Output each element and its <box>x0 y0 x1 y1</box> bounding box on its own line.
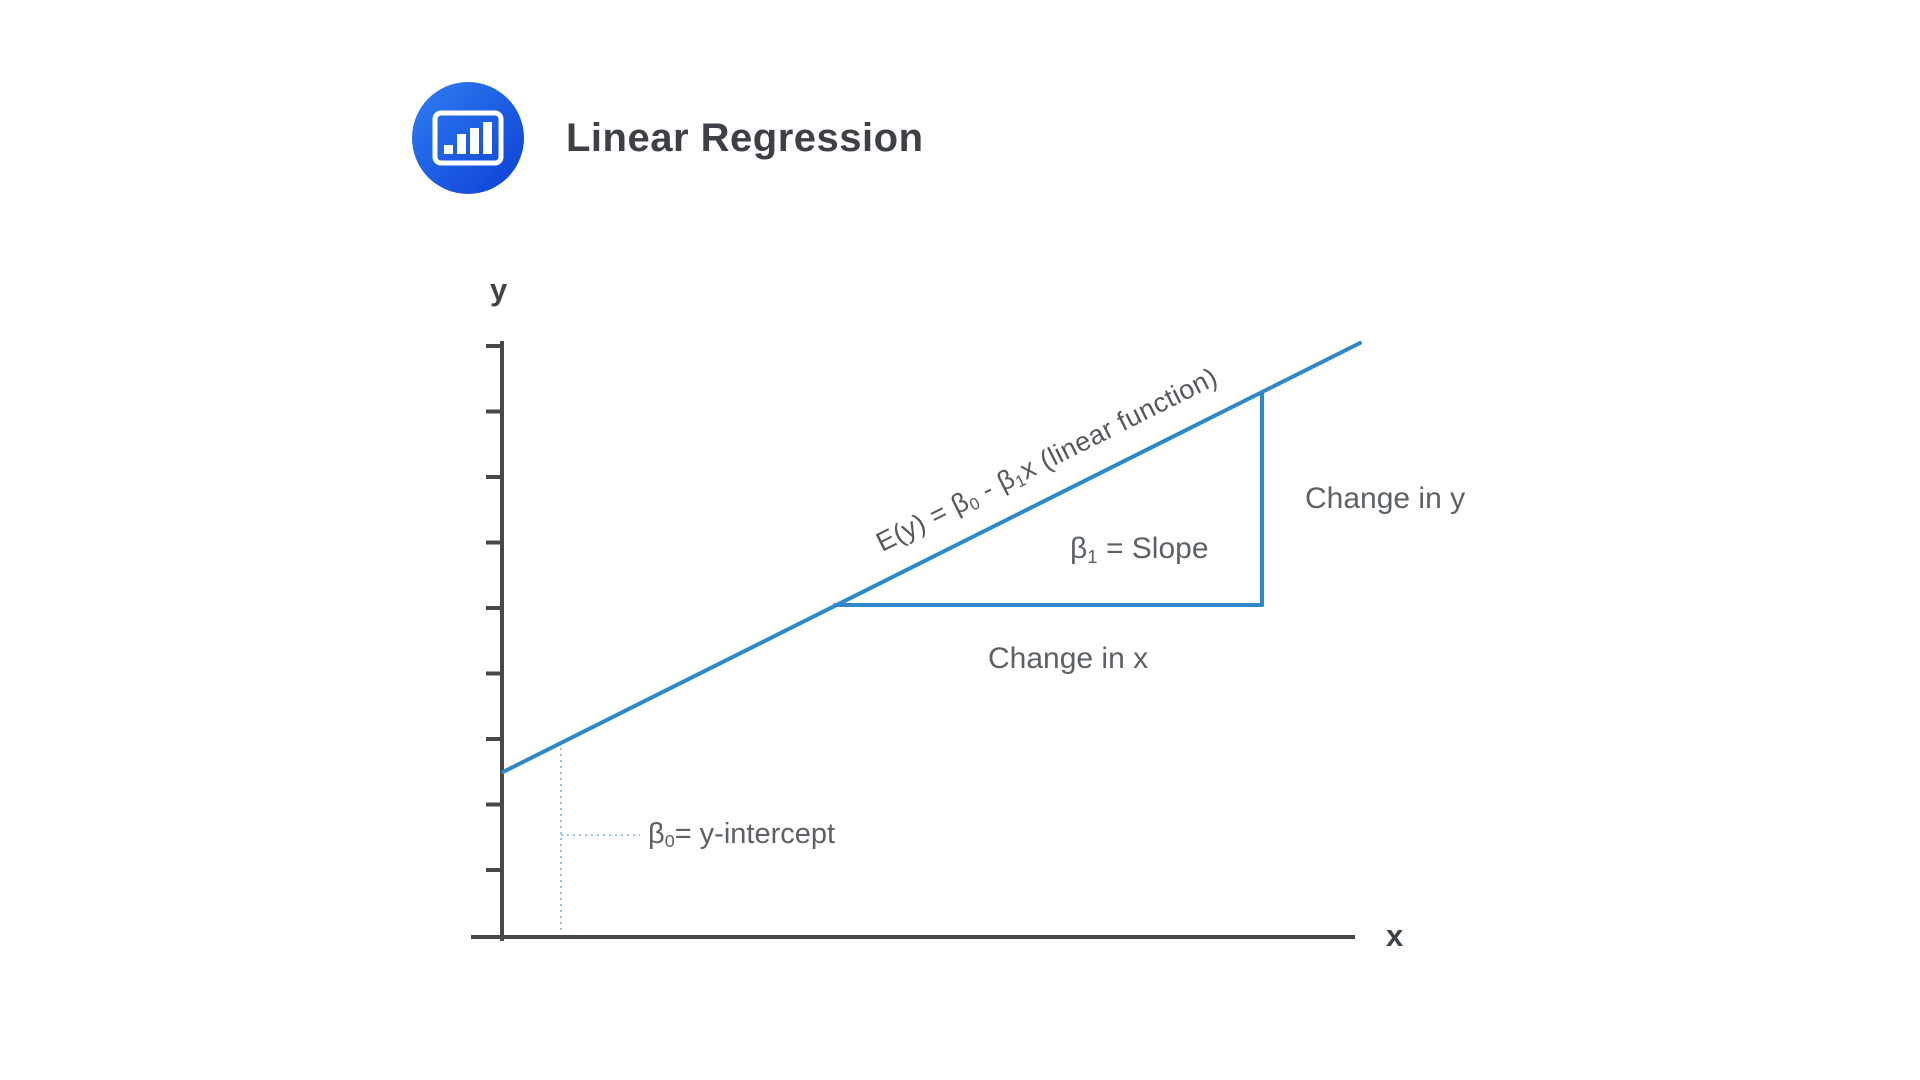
slope-sub: 1 <box>1087 545 1098 567</box>
slope-beta: β <box>1070 532 1088 565</box>
y-axis-label: y <box>490 272 508 307</box>
slope-text: = Slope <box>1097 532 1209 565</box>
intercept-text: = y-intercept <box>674 818 836 850</box>
intercept-sub: 0 <box>664 831 675 852</box>
x-axis-label: x <box>1386 918 1404 953</box>
bar-chart-icon <box>412 82 524 194</box>
slope-label: β1 = Slope <box>1070 532 1209 566</box>
page-title: Linear Regression <box>566 115 924 160</box>
y-axis-ticks <box>486 344 502 872</box>
regression-line <box>501 341 1362 774</box>
change-in-y-label: Change in y <box>1305 482 1466 515</box>
header: Linear Regression <box>412 82 924 194</box>
intercept-beta: β <box>648 818 665 850</box>
change-in-x-label: Change in x <box>988 642 1149 675</box>
y-intercept-label: β0= y-intercept <box>648 818 835 851</box>
